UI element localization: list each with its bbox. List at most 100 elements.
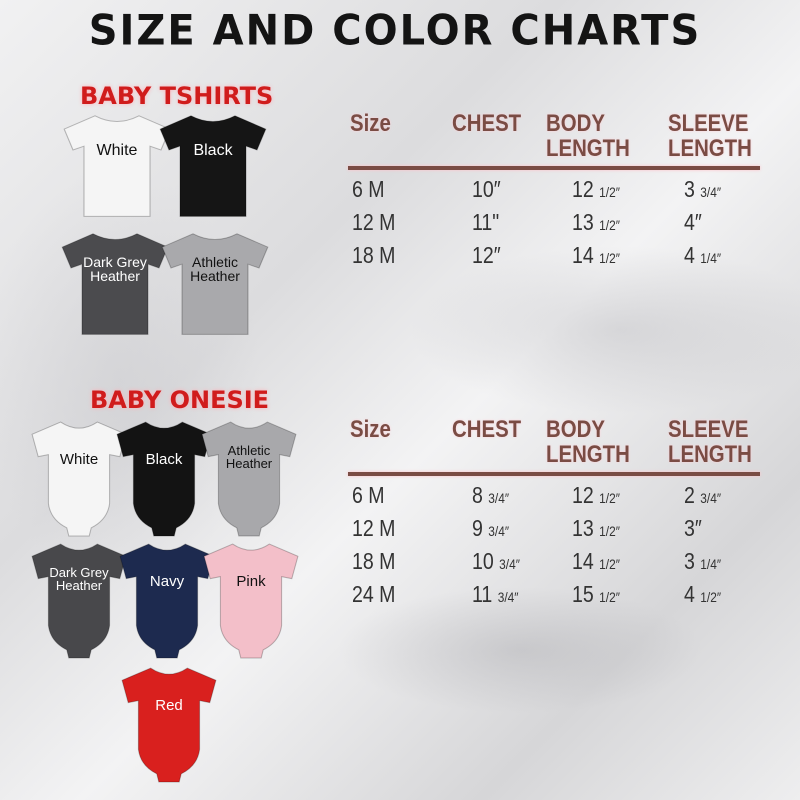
table-cell: 12 M xyxy=(352,515,395,542)
cell-value: 15 xyxy=(572,581,600,607)
swatch-label: White xyxy=(59,450,99,468)
table-cell: 4 1/4″ xyxy=(684,242,721,269)
swatch-label: Pink xyxy=(236,572,266,590)
cell-value: 12 M xyxy=(352,209,396,235)
table-cell: 14 1/2″ xyxy=(572,242,620,269)
swatch-label: Athletic Heather xyxy=(225,443,273,472)
tshirt-icon xyxy=(61,233,169,335)
cell-value: 18 M xyxy=(352,548,396,574)
onesie-icon xyxy=(203,543,299,659)
cell-value: 12 xyxy=(572,482,600,508)
tshirt-icon xyxy=(159,115,267,217)
swatch-label: White xyxy=(96,142,138,160)
cell-value: 14 xyxy=(572,548,600,574)
onesie-swatch: Athletic Heather xyxy=(198,418,300,538)
cell-value: 4″ xyxy=(684,209,702,235)
swatch-label: Dark Grey Heather xyxy=(83,253,147,284)
onesie-icon xyxy=(121,667,217,783)
onesie-swatch: White xyxy=(28,418,130,538)
page-title: SIZE AND COLOR CHARTS xyxy=(88,6,702,56)
column-header: Size xyxy=(350,110,391,137)
column-header: SLEEVE xyxy=(668,110,749,137)
tshirt-icon xyxy=(161,233,269,335)
cell-fraction: 3/4″ xyxy=(488,490,510,506)
cell-fraction: 1/2″ xyxy=(599,217,620,233)
cell-value: 3 xyxy=(684,548,701,574)
onesie-swatch: Dark Grey Heather xyxy=(28,540,130,660)
cell-fraction: 1/2″ xyxy=(599,184,620,200)
column-header: CHEST xyxy=(452,416,522,443)
tshirt-swatch: Dark Grey Heather xyxy=(60,230,170,342)
table-cell: 12 1/2″ xyxy=(572,482,620,509)
tshirt-size-table: Size CHEST BODY LENGTH SLEEVE LENGTH 6 M 10″ 12 … xyxy=(348,112,760,282)
table-cell: 14 1/2″ xyxy=(572,548,620,575)
table-cell: 13 1/2″ xyxy=(572,209,620,236)
cell-fraction: 1/2″ xyxy=(599,589,620,605)
cell-value: 6 M xyxy=(352,482,385,508)
column-header: LENGTH xyxy=(668,441,752,468)
table-cell: 3 3/4″ xyxy=(684,176,721,203)
cell-fraction: 1/2″ xyxy=(599,490,620,506)
onesie-icon xyxy=(116,421,212,537)
cell-fraction: 1/2″ xyxy=(599,556,620,572)
table-cell: 4 1/2″ xyxy=(684,581,721,608)
cell-value: 11" xyxy=(472,209,500,235)
cell-value: 6 M xyxy=(352,176,385,202)
onesies-heading: BABY ONESIE xyxy=(90,386,270,414)
cell-value: 13 xyxy=(572,515,600,541)
cell-value: 18 M xyxy=(352,242,396,268)
column-header: LENGTH xyxy=(668,135,752,162)
swatch-label: Athletic Heather xyxy=(190,253,240,284)
table-cell: 12 M xyxy=(352,209,395,236)
cell-value: 11 xyxy=(472,581,498,607)
cell-fraction: 1/2″ xyxy=(700,589,722,605)
table-cell: 11 3/4″ xyxy=(472,581,518,608)
cell-value: 3″ xyxy=(684,515,702,541)
table-cell: 18 M xyxy=(352,548,395,575)
header-divider xyxy=(348,472,760,476)
cell-value: 4 xyxy=(684,242,701,268)
cell-fraction: 3/4″ xyxy=(497,589,519,605)
cell-value: 2 xyxy=(684,482,701,508)
cell-value: 10″ xyxy=(472,176,501,202)
table-cell: 11" xyxy=(472,209,499,236)
cell-fraction: 1/4″ xyxy=(700,250,722,266)
table-cell: 3 1/4″ xyxy=(684,548,721,575)
onesie-icon xyxy=(119,543,215,659)
table-cell: 12 1/2″ xyxy=(572,176,620,203)
swatch-label: Red xyxy=(155,696,183,714)
column-header: BODY xyxy=(546,110,605,137)
column-header: CHEST xyxy=(452,110,522,137)
cell-value: 12 xyxy=(572,176,600,202)
cell-value: 14 xyxy=(572,242,600,268)
cell-fraction: 3/4″ xyxy=(488,523,510,539)
table-cell: 18 M xyxy=(352,242,395,269)
onesie-swatch: Red xyxy=(118,664,220,784)
onesie-icon xyxy=(201,421,297,537)
column-header: SLEEVE xyxy=(668,416,749,443)
onesie-swatch: Black xyxy=(113,418,215,538)
tshirt-swatch: White xyxy=(62,112,172,224)
column-header: LENGTH xyxy=(546,135,630,162)
cell-value: 3 xyxy=(684,176,701,202)
table-cell: 4″ xyxy=(684,209,702,236)
cell-fraction: 3/4″ xyxy=(499,556,520,572)
swatch-label: Black xyxy=(145,450,183,468)
swatch-label: Black xyxy=(193,142,233,160)
header-divider xyxy=(348,166,760,170)
tshirt-swatch: Athletic Heather xyxy=(160,230,270,342)
table-cell: 8 3/4″ xyxy=(472,482,509,509)
cell-value: 12″ xyxy=(472,242,501,268)
table-cell: 12″ xyxy=(472,242,501,269)
cell-fraction: 1/4″ xyxy=(700,556,722,572)
cell-fraction: 3/4″ xyxy=(700,490,722,506)
cell-value: 8 xyxy=(472,482,489,508)
swatch-label: Navy xyxy=(149,572,185,590)
onesie-swatch: Pink xyxy=(200,540,302,660)
cell-value: 9 xyxy=(472,515,489,541)
cell-value: 13 xyxy=(572,209,600,235)
tshirt-icon xyxy=(63,115,171,217)
table-cell: 10 3/4″ xyxy=(472,548,520,575)
column-header: BODY xyxy=(546,416,605,443)
